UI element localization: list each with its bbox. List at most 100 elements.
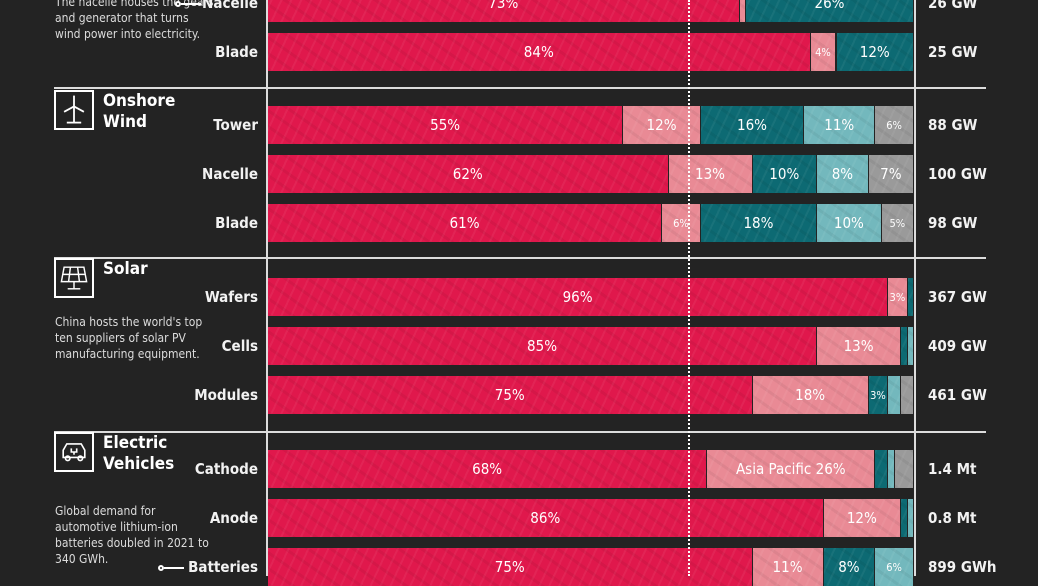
bar-segment — [875, 450, 888, 488]
section-note: China hosts the world's top ten supplier… — [55, 315, 203, 361]
bar-segment: 75% — [268, 548, 752, 586]
pointer-line — [181, 3, 201, 5]
section-title: Electric Vehicles — [103, 433, 175, 474]
bar-texture — [268, 499, 823, 537]
bar-texture — [804, 106, 875, 144]
bar-segment: 62% — [268, 155, 668, 193]
bar-texture — [817, 155, 868, 193]
bar-segment: 6% — [662, 204, 700, 242]
bar-segment: 8% — [817, 155, 868, 193]
bar-texture — [668, 155, 752, 193]
bar-segment: 3% — [888, 278, 907, 316]
bar-texture — [894, 450, 913, 488]
bar-texture — [817, 327, 901, 365]
bar-segment — [901, 499, 907, 537]
bar-texture — [836, 33, 913, 71]
bar-segment: 18% — [700, 204, 817, 242]
section-divider — [54, 431, 986, 433]
bar-texture — [268, 450, 707, 488]
row-label: Cathode — [194, 460, 258, 478]
bar-segment: 86% — [268, 499, 823, 537]
bar-segment: 61% — [268, 204, 662, 242]
bar-texture — [810, 33, 836, 71]
data-label: 7% — [880, 165, 902, 183]
bar-texture — [888, 376, 901, 414]
reference-line — [688, 0, 690, 576]
data-label: 96% — [562, 288, 593, 306]
data-label: 13% — [843, 337, 874, 355]
capacity-value: 899 GWh — [928, 558, 997, 576]
bar-segment — [907, 278, 913, 316]
data-label: 62% — [452, 165, 483, 183]
data-label: 8% — [831, 165, 854, 183]
bar-texture — [700, 106, 804, 144]
bar-segment: 7% — [868, 155, 913, 193]
bar-segment: 11% — [804, 106, 875, 144]
data-label: 68% — [472, 460, 503, 478]
bar-segment: 16% — [700, 106, 804, 144]
row-label: Blade — [215, 214, 258, 232]
bar-texture — [868, 155, 913, 193]
bar-segment: 10% — [752, 155, 817, 193]
bar-segment: 68% — [268, 450, 707, 488]
bar-segment: 75% — [268, 376, 752, 414]
bar-segment: 12% — [823, 499, 901, 537]
bar-segment: 13% — [668, 155, 752, 193]
bar-texture — [881, 204, 913, 242]
row-label: Blade — [215, 43, 258, 61]
capacity-value: 409 GW — [928, 337, 987, 355]
bar-texture — [868, 376, 888, 414]
bar-segment — [894, 450, 913, 488]
bar-segment: 26% — [746, 0, 913, 22]
bar-texture — [907, 499, 913, 537]
row-label: Nacelle — [202, 165, 258, 183]
bar-texture — [739, 0, 746, 22]
capacity-value: 26 GW — [928, 0, 978, 12]
bar-texture — [268, 155, 668, 193]
electric-car-icon — [54, 432, 94, 472]
bar-texture — [752, 376, 868, 414]
data-label: 12% — [859, 43, 890, 61]
bar-texture — [268, 327, 817, 365]
bar-texture — [746, 0, 913, 22]
bar-texture — [700, 204, 817, 242]
bar-segment: 13% — [817, 327, 901, 365]
bar-segment: 12% — [836, 33, 913, 71]
bar-texture — [623, 106, 700, 144]
bar-texture — [875, 450, 888, 488]
data-label: 11% — [824, 116, 855, 134]
bar-segment: 85% — [268, 327, 817, 365]
section-note: Global demand for automotive lithium-ion… — [55, 504, 209, 566]
data-label: 8% — [838, 558, 860, 576]
bar-segment — [907, 499, 913, 537]
bar-texture — [875, 106, 913, 144]
data-label: 55% — [430, 116, 461, 134]
data-label: 18% — [743, 214, 774, 232]
row-label: Nacelle — [202, 0, 258, 12]
row-label: Tower — [213, 116, 258, 134]
bar-texture — [901, 499, 907, 537]
data-label: 12% — [646, 116, 677, 134]
bar-segment: 3% — [868, 376, 888, 414]
bar-segment: 6% — [875, 548, 913, 586]
capacity-value: 88 GW — [928, 116, 978, 134]
capacity-value: 0.8 Mt — [928, 509, 977, 527]
bar-segment — [739, 0, 746, 22]
bar-texture — [888, 450, 894, 488]
bar-texture — [268, 376, 752, 414]
bar-segment: 5% — [881, 204, 913, 242]
bar-segment: Asia Pacific 26% — [707, 450, 875, 488]
data-label: 6% — [673, 216, 689, 230]
bar-texture — [907, 327, 913, 365]
section-note: The nacelle houses the gears and generat… — [55, 0, 214, 41]
pointer-dot — [158, 565, 164, 571]
bar-texture — [268, 33, 810, 71]
bar-segment: 55% — [268, 106, 623, 144]
data-label: 16% — [736, 116, 767, 134]
solar-panel-icon — [54, 258, 94, 298]
bar-texture — [888, 278, 907, 316]
data-label: 86% — [530, 509, 561, 527]
bar-segment: 12% — [623, 106, 700, 144]
bar-texture — [268, 278, 888, 316]
bar-segment: 8% — [823, 548, 875, 586]
